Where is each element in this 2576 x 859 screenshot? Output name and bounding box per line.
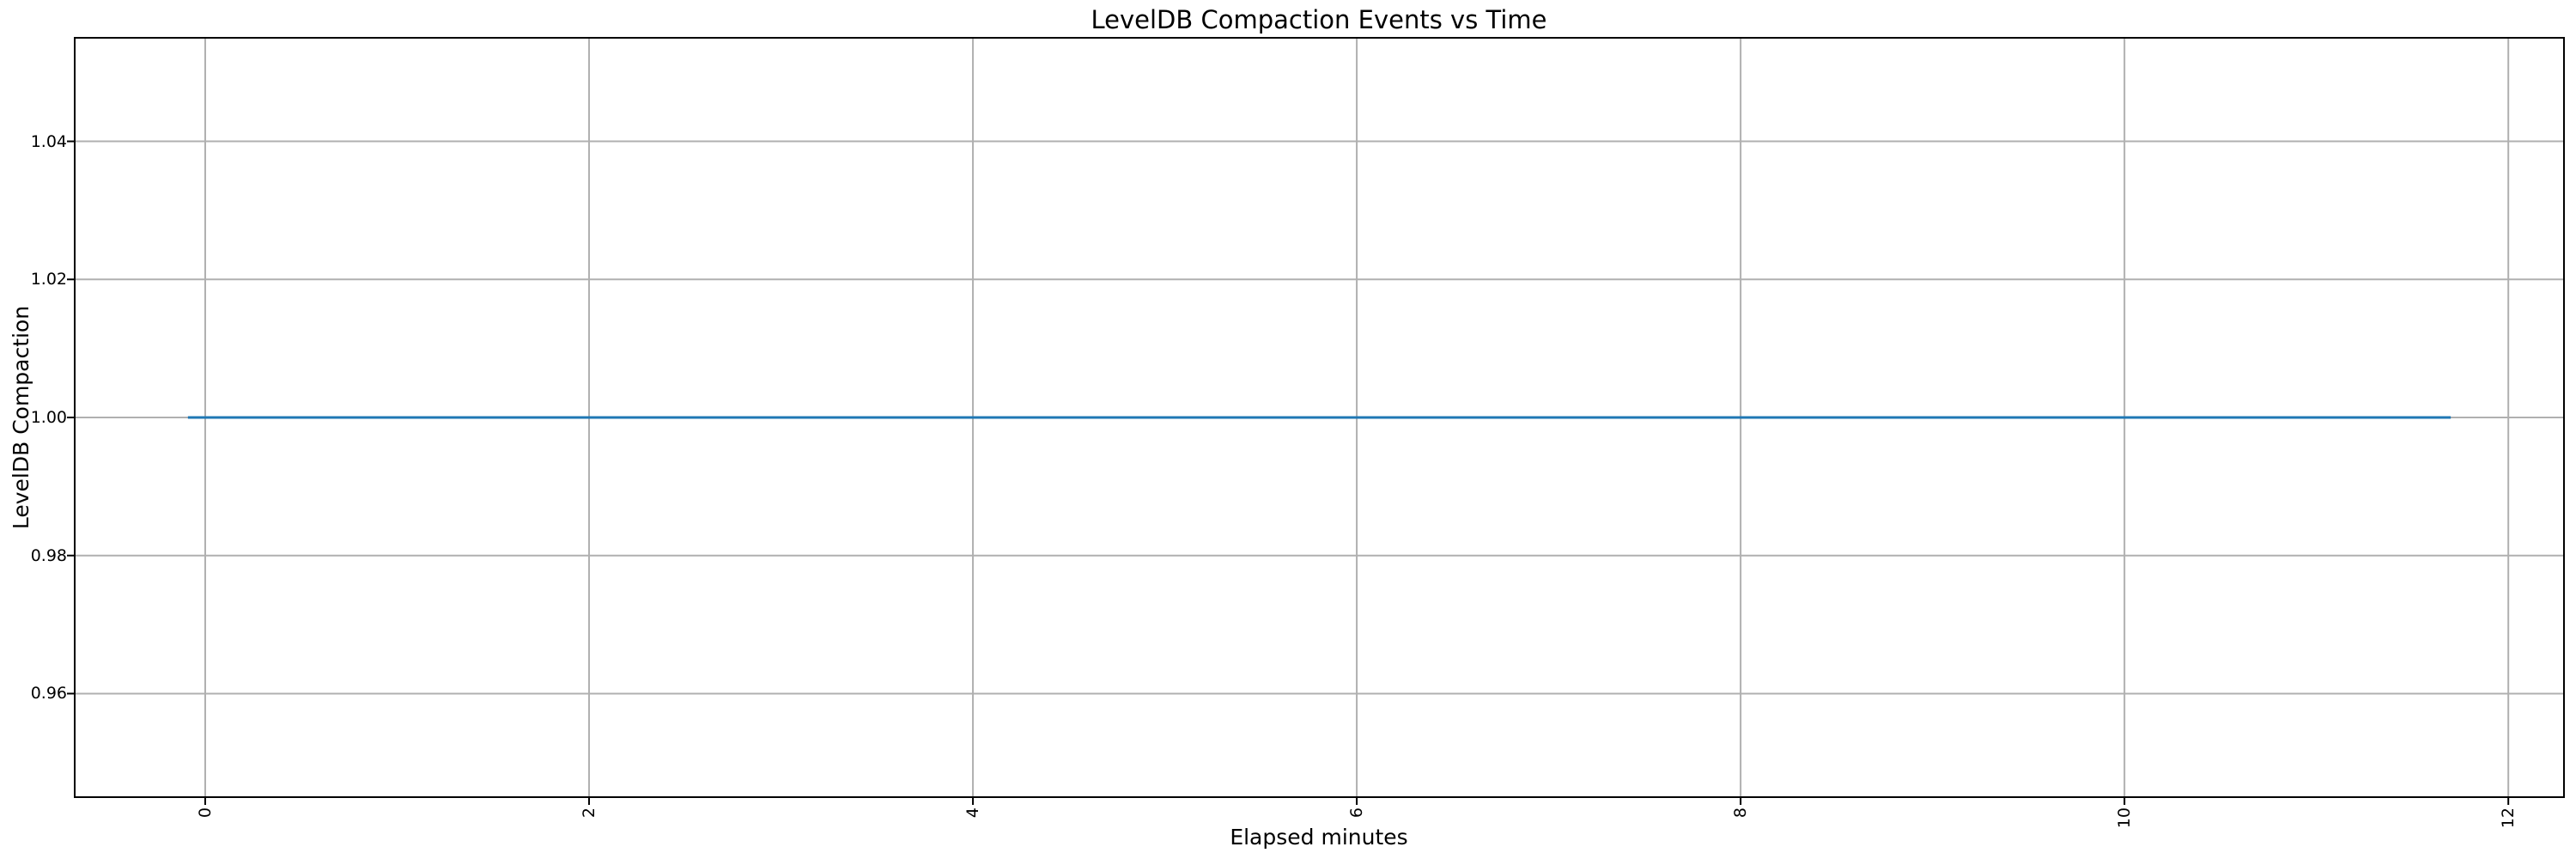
- x-tick-label: 8: [1731, 807, 1751, 819]
- y-tick-label: 1.04: [30, 131, 67, 151]
- chart-title: LevelDB Compaction Events vs Time: [1091, 5, 1547, 34]
- axes-spines: [74, 37, 2565, 798]
- x-tick-label: 2: [580, 807, 599, 819]
- x-tick-label: 12: [2499, 807, 2518, 829]
- x-tick-label: 0: [195, 807, 215, 819]
- y-tick-label: 0.96: [30, 684, 67, 704]
- x-tick-label: 4: [963, 807, 983, 819]
- x-tick-label: 6: [1347, 807, 1367, 819]
- x-axis-label: Elapsed minutes: [1230, 825, 1408, 850]
- x-tick-label: 10: [2115, 807, 2135, 829]
- y-tick-label: 1.00: [30, 408, 67, 427]
- y-tick-label: 1.02: [30, 270, 67, 289]
- y-tick-label: 0.98: [30, 545, 67, 565]
